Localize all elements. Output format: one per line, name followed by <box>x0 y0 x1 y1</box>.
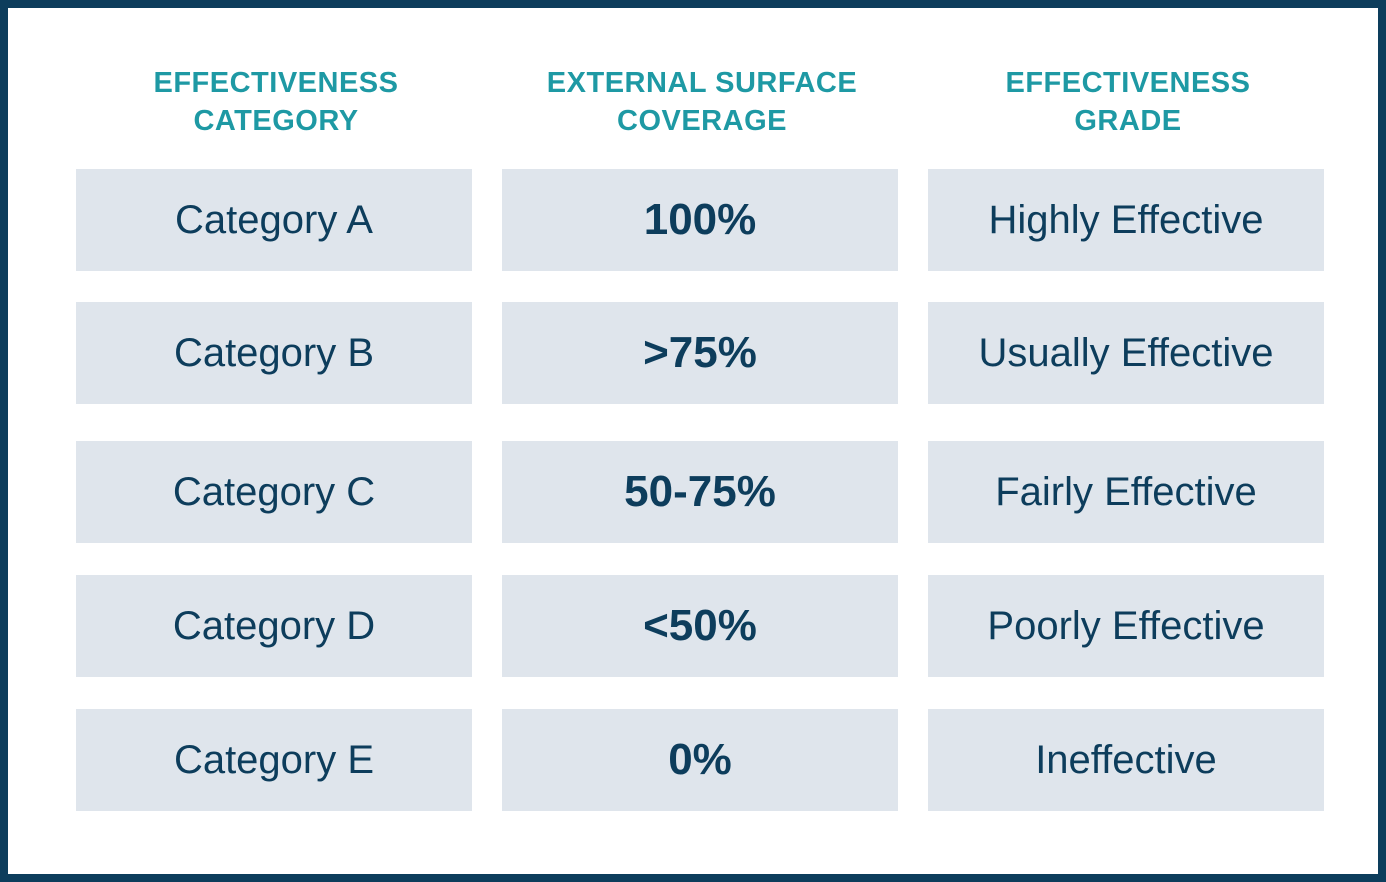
grade-cell: Poorly Effective <box>928 575 1324 677</box>
header-line: EFFECTIVENESS <box>1005 67 1251 99</box>
coverage-cell: 50-75% <box>502 441 898 543</box>
grade-cell: Fairly Effective <box>928 441 1324 543</box>
grade-cell: Highly Effective <box>928 169 1324 271</box>
header-line: CATEGORY <box>193 105 359 137</box>
coverage-cell: 100% <box>502 169 898 271</box>
header-line: GRADE <box>1074 105 1182 137</box>
category-cell: Category E <box>76 709 472 811</box>
category-cell: Category D <box>76 575 472 677</box>
grade-cell: Usually Effective <box>928 302 1324 404</box>
column-header-coverage: EXTERNAL SURFACE COVERAGE <box>504 64 900 140</box>
header-line: EXTERNAL SURFACE <box>546 67 858 99</box>
coverage-cell: >75% <box>502 302 898 404</box>
grade-cell: Ineffective <box>928 709 1324 811</box>
coverage-cell: 0% <box>502 709 898 811</box>
column-header-category: EFFECTIVENESS CATEGORY <box>78 64 474 140</box>
header-line: EFFECTIVENESS <box>153 67 399 99</box>
category-cell: Category C <box>76 441 472 543</box>
coverage-cell: <50% <box>502 575 898 677</box>
category-cell: Category A <box>76 169 472 271</box>
category-cell: Category B <box>76 302 472 404</box>
header-line: COVERAGE <box>617 105 787 137</box>
column-header-grade: EFFECTIVENESS GRADE <box>930 64 1326 140</box>
